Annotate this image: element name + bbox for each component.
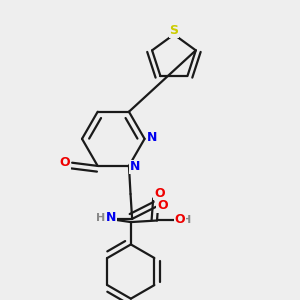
Text: O: O	[175, 213, 185, 226]
Text: N: N	[106, 212, 116, 224]
Text: O: O	[157, 199, 168, 212]
Text: O: O	[59, 156, 70, 169]
Text: N: N	[130, 160, 140, 173]
Text: O: O	[154, 187, 165, 200]
Text: S: S	[169, 24, 178, 37]
Text: N: N	[146, 131, 157, 144]
Text: H: H	[182, 214, 191, 224]
Text: H: H	[96, 213, 106, 223]
